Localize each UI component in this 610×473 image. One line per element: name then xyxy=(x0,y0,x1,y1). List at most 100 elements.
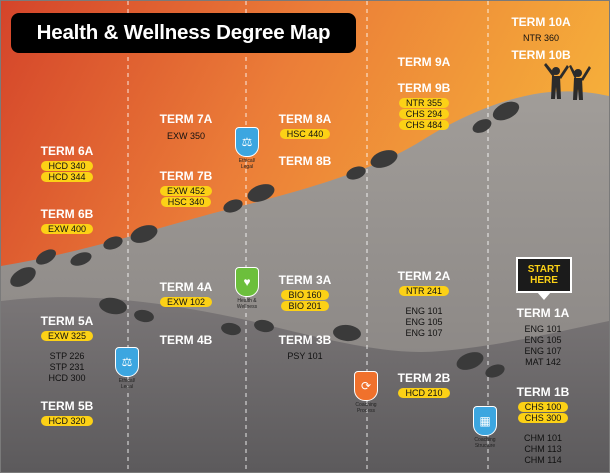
term-8b: TERM 8B xyxy=(250,154,360,168)
course-badge: EXW 452 xyxy=(159,186,213,196)
start-here-label: START HERE xyxy=(527,264,561,286)
course-text: ENG 105 xyxy=(405,317,443,327)
course-badge: BIO 160 xyxy=(281,290,329,300)
term-title: TERM 4A xyxy=(159,280,213,294)
course-badge: HCD 210 xyxy=(398,388,450,398)
coaching-structure-badge: ▦ Coaching Structure xyxy=(473,406,497,449)
course-badge: HCD 320 xyxy=(41,416,93,426)
health-wellness-badge: ♥ Health & Wellness xyxy=(235,267,259,310)
course-badge: HCD 340 xyxy=(41,161,93,171)
course-badge: EXW 400 xyxy=(40,224,94,234)
term-title: TERM 8B xyxy=(278,154,332,168)
term-2b: TERM 2B HCD 210 xyxy=(369,371,479,398)
course-badge: CHS 100 xyxy=(517,402,569,412)
course-badge: CHS 484 xyxy=(398,120,450,130)
term-title: TERM 3B xyxy=(278,333,332,347)
term-3b: TERM 3B PSY 101 xyxy=(250,333,360,362)
ethical-legal-badge: ⚖ Ethical/ Legal xyxy=(115,347,139,390)
footprint xyxy=(370,150,398,168)
term-title: TERM 4B xyxy=(159,333,213,347)
term-title: TERM 2B xyxy=(397,371,451,385)
footprint xyxy=(36,249,56,265)
term-5b: TERM 5B HCD 320 xyxy=(12,399,122,426)
page-title: Health & Wellness Degree Map xyxy=(36,21,331,44)
term-10b: TERM 10B xyxy=(486,48,596,62)
term-title: TERM 3A xyxy=(278,273,332,287)
footprint xyxy=(492,101,520,121)
term-title: TERM 1A xyxy=(516,306,570,320)
course-text: CHM 101 xyxy=(523,433,562,443)
term-title: TERM 6A xyxy=(40,144,94,158)
course-badge: CHS 300 xyxy=(517,413,569,423)
term-title: TERM 10B xyxy=(511,48,571,62)
term-title: TERM 6B xyxy=(40,207,94,221)
scales-icon: ⚖ xyxy=(115,347,139,377)
footprint xyxy=(134,309,154,323)
front-hill xyxy=(1,297,609,472)
footprint xyxy=(130,225,158,243)
term-title: TERM 8A xyxy=(278,112,332,126)
footprint xyxy=(103,236,123,250)
course-text: ENG 107 xyxy=(524,346,562,356)
footprint xyxy=(485,364,505,378)
footprint xyxy=(346,166,366,180)
footprint xyxy=(333,324,361,342)
footprint xyxy=(223,199,243,213)
course-text: STP 231 xyxy=(49,362,85,372)
term-9a: TERM 9A xyxy=(369,55,479,69)
coaching-process-badge: ⟳ Coaching Process xyxy=(354,371,378,414)
term-title: TERM 2A xyxy=(397,269,451,283)
course-badge: NTR 355 xyxy=(398,98,449,108)
footprint xyxy=(99,297,127,315)
badge-label: Coaching Process xyxy=(355,402,377,414)
footprint xyxy=(456,352,484,370)
term-title: TERM 1B xyxy=(516,385,570,399)
course-text: STP 226 xyxy=(49,351,85,361)
start-here-sign: START HERE xyxy=(516,257,572,300)
term-5a: TERM 5A EXW 325 STP 226 STP 231 HCD 300 xyxy=(12,314,122,384)
term-title: TERM 9B xyxy=(397,81,451,95)
course-badge: BIO 201 xyxy=(281,301,329,311)
course-text: ENG 101 xyxy=(405,306,443,316)
course-text: CHM 114 xyxy=(524,455,562,465)
course-badge: HCD 344 xyxy=(41,172,93,182)
course-text: HCD 300 xyxy=(48,373,86,383)
term-7b: TERM 7B EXW 452 HSC 340 xyxy=(131,169,241,207)
term-7a: TERM 7A EXW 350 xyxy=(131,112,241,142)
term-1b: TERM 1B CHS 100 CHS 300 CHM 101 CHM 113 … xyxy=(488,385,598,466)
course-badge: EXW 102 xyxy=(159,297,213,307)
term-8a: TERM 8A HSC 440 xyxy=(250,112,360,139)
ethical-legal-badge: ⚖ Ethical/ Legal xyxy=(235,127,259,170)
scales-icon: ⚖ xyxy=(235,127,259,157)
footprint xyxy=(247,184,275,202)
footprint xyxy=(472,119,492,133)
cycle-icon: ⟳ xyxy=(354,371,378,401)
term-9b: TERM 9B NTR 355 CHS 294 CHS 484 xyxy=(369,81,479,130)
term-title: TERM 7A xyxy=(159,112,213,126)
course-badge: HSC 340 xyxy=(160,197,212,207)
term-10a: TERM 10A NTR 360 xyxy=(486,15,596,44)
org-chart-icon: ▦ xyxy=(473,406,497,436)
footprint xyxy=(254,319,274,333)
term-title: TERM 5A xyxy=(40,314,94,328)
term-title: TERM 5B xyxy=(40,399,94,413)
term-4b: TERM 4B xyxy=(131,333,241,347)
course-text: PSY 101 xyxy=(287,351,323,361)
badge-label: Ethical/ Legal xyxy=(238,158,256,170)
heart-icon: ♥ xyxy=(235,267,259,297)
course-text: CHM 113 xyxy=(524,444,562,454)
term-4a: TERM 4A EXW 102 xyxy=(131,280,241,307)
course-badge: NTR 241 xyxy=(398,286,449,296)
hikers-icon xyxy=(544,63,591,100)
term-2a: TERM 2A NTR 241 ENG 101 ENG 105 ENG 107 xyxy=(369,269,479,339)
footprints-trail xyxy=(10,101,520,378)
course-text: ENG 105 xyxy=(524,335,562,345)
term-3a: TERM 3A BIO 160 BIO 201 xyxy=(250,273,360,311)
title-banner: Health & Wellness Degree Map xyxy=(11,13,356,53)
term-6a: TERM 6A HCD 340 HCD 344 xyxy=(12,144,122,182)
footprint xyxy=(70,252,92,266)
term-title: TERM 9A xyxy=(397,55,451,69)
badge-label: Coaching Structure xyxy=(474,437,496,449)
